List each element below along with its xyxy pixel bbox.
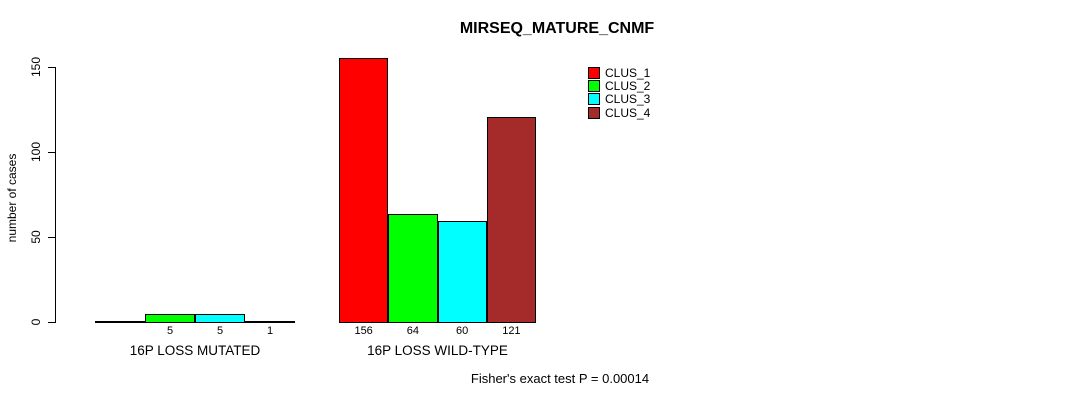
legend-label: CLUS_1 [605, 65, 651, 80]
y-tick-label: 100 [29, 141, 43, 163]
chart-title: MIRSEQ_MATURE_CNMF [459, 20, 655, 37]
y-axis-line [55, 67, 56, 323]
legend-swatch-icon [588, 66, 600, 79]
y-tick-label: 0 [29, 318, 43, 326]
bar-clus_4-group1 [245, 321, 295, 323]
bar-clus_3-group2 [437, 221, 487, 323]
y-tick-label: 150 [29, 56, 43, 78]
bar-value-label: 121 [502, 325, 521, 337]
bar-value-label: 5 [166, 325, 174, 337]
bar-clus_2-group1 [145, 314, 195, 323]
y-tick-label: 50 [29, 230, 43, 244]
y-tick-mark [48, 151, 55, 153]
legend-item-clus_2: CLUS_2 [588, 78, 651, 93]
y-tick-mark [48, 321, 55, 323]
y-tick-mark [48, 66, 55, 68]
legend-swatch-icon [588, 106, 600, 119]
legend-swatch-icon [588, 93, 600, 106]
fisher-test-annotation: Fisher's exact test P = 0.00014 [470, 371, 650, 386]
legend-item-clus_1: CLUS_1 [588, 65, 651, 80]
bar-value-label: 60 [456, 325, 469, 337]
x-category-label: 16P LOSS MUTATED [129, 343, 261, 358]
y-tick-mark [48, 236, 55, 238]
bar-clus_4-group2 [486, 117, 536, 323]
x-category-label: 16P LOSS WILD-TYPE [367, 343, 508, 358]
bar-value-label: 156 [354, 325, 373, 337]
legend-label: CLUS_3 [605, 92, 651, 107]
bar-value-label: 64 [406, 325, 419, 337]
bar-clus_3-group1 [195, 314, 245, 323]
bar-value-label: 1 [266, 325, 274, 337]
bar-clus_2-group2 [388, 214, 438, 323]
legend-item-clus_3: CLUS_3 [588, 92, 651, 107]
legend-item-clus_4: CLUS_4 [588, 105, 651, 120]
legend-label: CLUS_4 [605, 105, 651, 120]
legend-label: CLUS_2 [605, 78, 651, 93]
legend-swatch-icon [588, 79, 600, 92]
bar-clus_1-group2 [339, 58, 389, 323]
bar-value-label: 5 [216, 325, 224, 337]
